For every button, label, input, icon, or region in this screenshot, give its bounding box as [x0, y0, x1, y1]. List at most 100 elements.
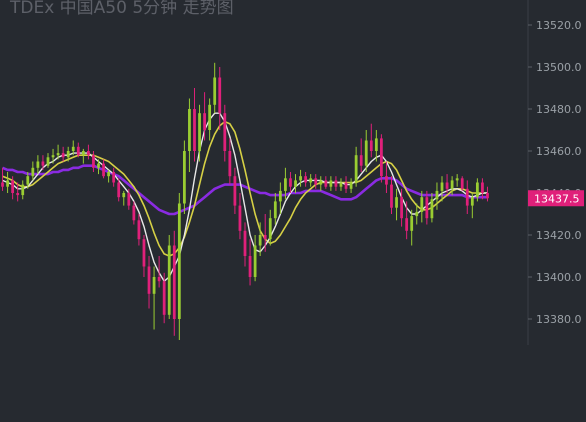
chart-title: TDEx 中国A50 5分钟 走势图 — [10, 0, 234, 18]
candle-body — [465, 188, 469, 206]
candle-body — [203, 113, 206, 130]
candle-body — [87, 151, 90, 156]
candle-body — [223, 113, 227, 151]
y-tick-label: 13380.0 — [536, 313, 582, 326]
candle-body — [329, 180, 333, 187]
candle-body — [51, 155, 55, 158]
candle-body — [117, 182, 121, 198]
candle-body — [193, 109, 196, 151]
candle-body — [11, 180, 15, 193]
candle-body — [470, 197, 474, 206]
candle-body — [97, 163, 100, 168]
candle-body — [233, 176, 237, 206]
candle-body — [354, 155, 358, 183]
candle-body — [152, 277, 156, 294]
candle-body — [81, 151, 85, 156]
candle-body — [450, 180, 454, 189]
candle-body — [71, 146, 75, 151]
candle-body — [66, 151, 70, 158]
y-tick-label: 13500.0 — [536, 61, 582, 74]
candle-body — [21, 184, 25, 196]
candle-body — [162, 281, 166, 315]
candle-body — [380, 138, 383, 177]
candle-body — [132, 205, 136, 221]
candle-body — [364, 140, 368, 166]
candle-body — [127, 193, 131, 206]
candle-body — [112, 172, 116, 183]
candle-body — [137, 220, 141, 240]
candle-body — [486, 193, 489, 199]
candle-body — [445, 182, 449, 189]
last-price-marker — [528, 190, 584, 207]
candle-body — [339, 182, 343, 187]
y-tick-label: 13420.0 — [536, 229, 582, 242]
candle-body — [26, 176, 30, 185]
candle-body — [218, 77, 222, 114]
candle-body — [374, 138, 378, 151]
candle-body — [213, 77, 217, 105]
candle-body — [177, 203, 181, 319]
candle-body — [440, 182, 444, 191]
candle-body — [198, 113, 201, 151]
candle-body — [61, 153, 65, 158]
candle-body — [122, 193, 126, 198]
candle-body — [304, 176, 308, 183]
candle-body — [258, 235, 262, 246]
candle-body — [299, 176, 302, 181]
candle-body — [460, 178, 464, 189]
candle-body — [430, 199, 434, 219]
candle-body — [319, 180, 323, 185]
candle-body — [410, 216, 414, 231]
candle-body — [41, 161, 45, 166]
y-tick-label: 13480.0 — [536, 103, 582, 116]
candle-body — [208, 104, 212, 130]
candle-body — [425, 197, 429, 219]
candle-body — [314, 178, 318, 185]
candle-body — [289, 178, 292, 187]
candle-body — [390, 184, 393, 208]
last-price-label: 13437.5 — [534, 192, 580, 205]
candle-body — [188, 109, 191, 151]
candle-body — [147, 266, 151, 294]
candle-body — [294, 180, 297, 187]
candle-body — [157, 277, 161, 282]
candle-body — [455, 178, 459, 181]
candle-body — [243, 230, 247, 256]
candle-body — [248, 256, 252, 277]
candle-body — [16, 193, 20, 196]
candle-body — [107, 172, 110, 177]
candle-body — [435, 190, 439, 200]
candle-body — [400, 197, 403, 219]
candle-body — [56, 153, 60, 156]
candle-body — [167, 245, 171, 315]
candle-body — [385, 176, 388, 185]
candle-body — [1, 182, 4, 187]
candle-body — [268, 218, 272, 240]
candle-layer — [1, 62, 489, 340]
candle-body — [324, 180, 328, 187]
candle-body — [172, 245, 176, 319]
candle-body — [405, 218, 409, 231]
ma-slow-line — [2, 164, 488, 216]
candle-body — [420, 197, 424, 212]
candle-body — [359, 155, 363, 166]
candle-body — [36, 161, 40, 168]
candle-body — [6, 180, 9, 187]
candle-body — [142, 239, 146, 267]
candle-body — [481, 182, 484, 193]
candle-body — [309, 178, 313, 183]
candle-body — [263, 235, 267, 240]
candle-body — [238, 205, 242, 231]
candle-body — [284, 178, 287, 191]
candle-body — [182, 151, 186, 204]
candle-body — [334, 180, 338, 187]
candle-body — [46, 157, 50, 166]
candle-body — [369, 140, 373, 151]
candle-body — [228, 151, 232, 177]
candle-body — [344, 182, 348, 189]
candle-body — [415, 211, 419, 217]
candle-body — [76, 146, 80, 156]
candle-body — [475, 182, 479, 198]
y-tick-label: 13520.0 — [536, 19, 582, 32]
